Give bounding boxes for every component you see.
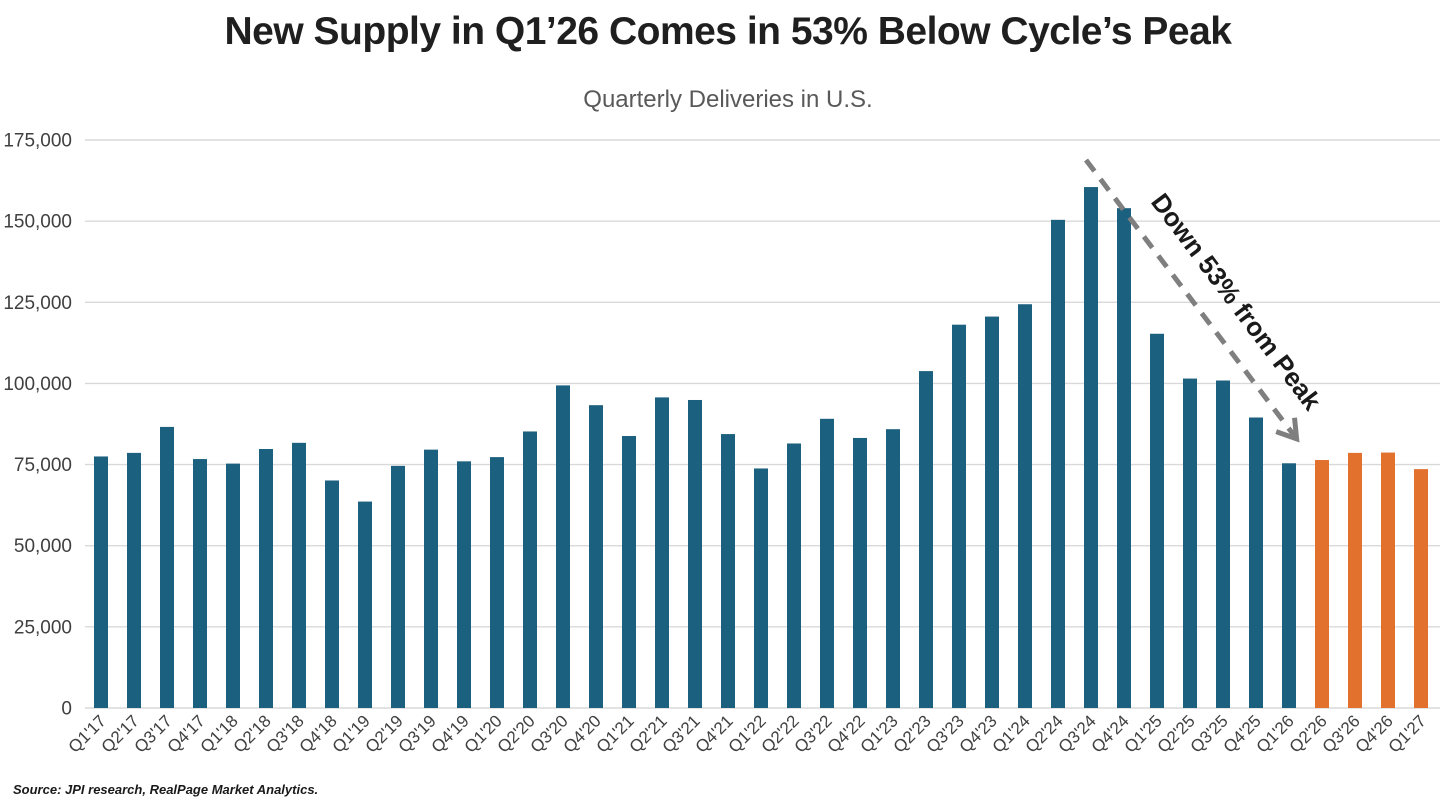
- source-note: Source: JPI research, RealPage Market An…: [13, 782, 319, 797]
- bar-q4-17: [193, 459, 207, 708]
- bar-q4-25: [1249, 417, 1263, 708]
- bar-q2-18: [259, 448, 273, 708]
- bar-q3-23: [952, 324, 966, 708]
- bar-q4-23: [985, 316, 999, 708]
- bar-q4-20: [589, 405, 603, 708]
- bar-q1-27: [1414, 469, 1428, 708]
- bar-q3-26: [1348, 452, 1362, 708]
- x-axis-labels: Q1'17Q2'17Q3'17Q4'17Q1'18Q2'18Q3'18Q4'18…: [65, 711, 1430, 756]
- bar-q3-17: [160, 426, 174, 708]
- y-tick-label: 125,000: [3, 293, 72, 314]
- bar-q4-26: [1381, 452, 1395, 708]
- bar-q3-22: [820, 418, 834, 708]
- bar-q2-21: [655, 397, 669, 708]
- bar-q1-23: [886, 429, 900, 708]
- annotation-arrow: [1084, 158, 1296, 438]
- bar-q4-18: [325, 480, 339, 708]
- bar-q1-25: [1150, 333, 1164, 708]
- bar-q2-17: [127, 452, 141, 708]
- bar-q3-18: [292, 442, 306, 708]
- bar-q1-22: [754, 468, 768, 708]
- bar-q2-25: [1183, 378, 1197, 708]
- bar-q4-21: [721, 434, 735, 708]
- y-tick-label: 50,000: [14, 536, 72, 557]
- bar-q1-18: [226, 463, 240, 708]
- bar-q3-24: [1084, 187, 1098, 708]
- bar-q3-19: [424, 449, 438, 708]
- bar-q1-26: [1282, 463, 1296, 708]
- y-tick-label: 100,000: [3, 374, 72, 395]
- y-tick-label: 25,000: [14, 617, 72, 638]
- bar-q2-20: [523, 431, 537, 708]
- y-tick-label: 175,000: [3, 131, 72, 152]
- bar-q1-19: [358, 501, 372, 708]
- y-tick-label: 0: [61, 699, 72, 720]
- y-axis-labels: 0 25,000 50,000 75,000 100,000 125,000 150,000…: [3, 131, 72, 720]
- bar-q4-24: [1117, 208, 1131, 708]
- bar-q2-26: [1315, 460, 1329, 708]
- bar-q1-17: [94, 456, 108, 708]
- bar-q2-22: [787, 443, 801, 708]
- bar-q2-19: [391, 465, 405, 708]
- bars-layer: [94, 187, 1428, 708]
- chart-title: New Supply in Q1’26 Comes in 53% Below C…: [224, 10, 1232, 53]
- bar-q1-24: [1018, 304, 1032, 708]
- chart-subtitle: Quarterly Deliveries in U.S.: [583, 86, 873, 113]
- bar-q2-24: [1051, 219, 1065, 708]
- y-tick-label: 75,000: [14, 455, 72, 476]
- bar-q3-25: [1216, 380, 1230, 708]
- bar-q3-21: [688, 399, 702, 708]
- bar-q4-22: [853, 437, 867, 708]
- y-tick-label: 150,000: [3, 212, 72, 233]
- x-tick-label: Q1'27: [1385, 711, 1430, 756]
- bar-q4-19: [457, 461, 471, 708]
- bar-q2-23: [919, 371, 933, 708]
- bar-q3-20: [556, 385, 570, 708]
- bar-q1-20: [490, 457, 504, 708]
- bar-q1-21: [622, 436, 636, 708]
